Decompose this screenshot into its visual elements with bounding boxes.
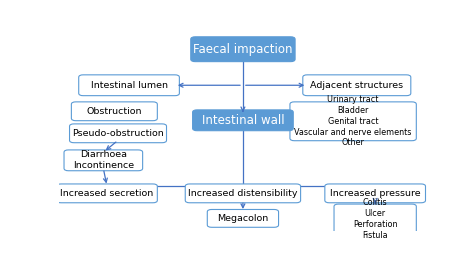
FancyBboxPatch shape xyxy=(64,150,143,171)
Text: Obstruction: Obstruction xyxy=(87,107,142,116)
Text: Pseudo-obstruction: Pseudo-obstruction xyxy=(72,129,164,138)
Text: Intestinal wall: Intestinal wall xyxy=(201,114,284,127)
FancyBboxPatch shape xyxy=(207,210,279,227)
FancyBboxPatch shape xyxy=(325,184,426,203)
FancyBboxPatch shape xyxy=(72,102,157,121)
FancyBboxPatch shape xyxy=(290,102,416,141)
Text: Urinary tract
Bladder
Genital tract
Vascular and nerve elements
Other: Urinary tract Bladder Genital tract Vasc… xyxy=(294,95,412,147)
FancyBboxPatch shape xyxy=(57,184,157,203)
Text: Colitis
Ulcer
Perforation
Fistula: Colitis Ulcer Perforation Fistula xyxy=(353,198,397,240)
Text: Increased pressure: Increased pressure xyxy=(330,189,420,198)
Text: Faecal impaction: Faecal impaction xyxy=(193,43,292,56)
FancyBboxPatch shape xyxy=(79,75,179,96)
Text: Increased secretion: Increased secretion xyxy=(60,189,154,198)
Text: Diarrhoea
Incontinence: Diarrhoea Incontinence xyxy=(73,151,134,170)
Text: Increased distensibility: Increased distensibility xyxy=(188,189,298,198)
Text: Megacolon: Megacolon xyxy=(217,214,269,223)
Text: Adjacent structures: Adjacent structures xyxy=(310,81,403,90)
FancyBboxPatch shape xyxy=(191,37,295,62)
FancyBboxPatch shape xyxy=(303,75,411,96)
Text: Intestinal lumen: Intestinal lumen xyxy=(91,81,167,90)
FancyBboxPatch shape xyxy=(334,204,416,234)
FancyBboxPatch shape xyxy=(70,124,166,143)
FancyBboxPatch shape xyxy=(185,184,301,203)
FancyBboxPatch shape xyxy=(192,110,293,131)
